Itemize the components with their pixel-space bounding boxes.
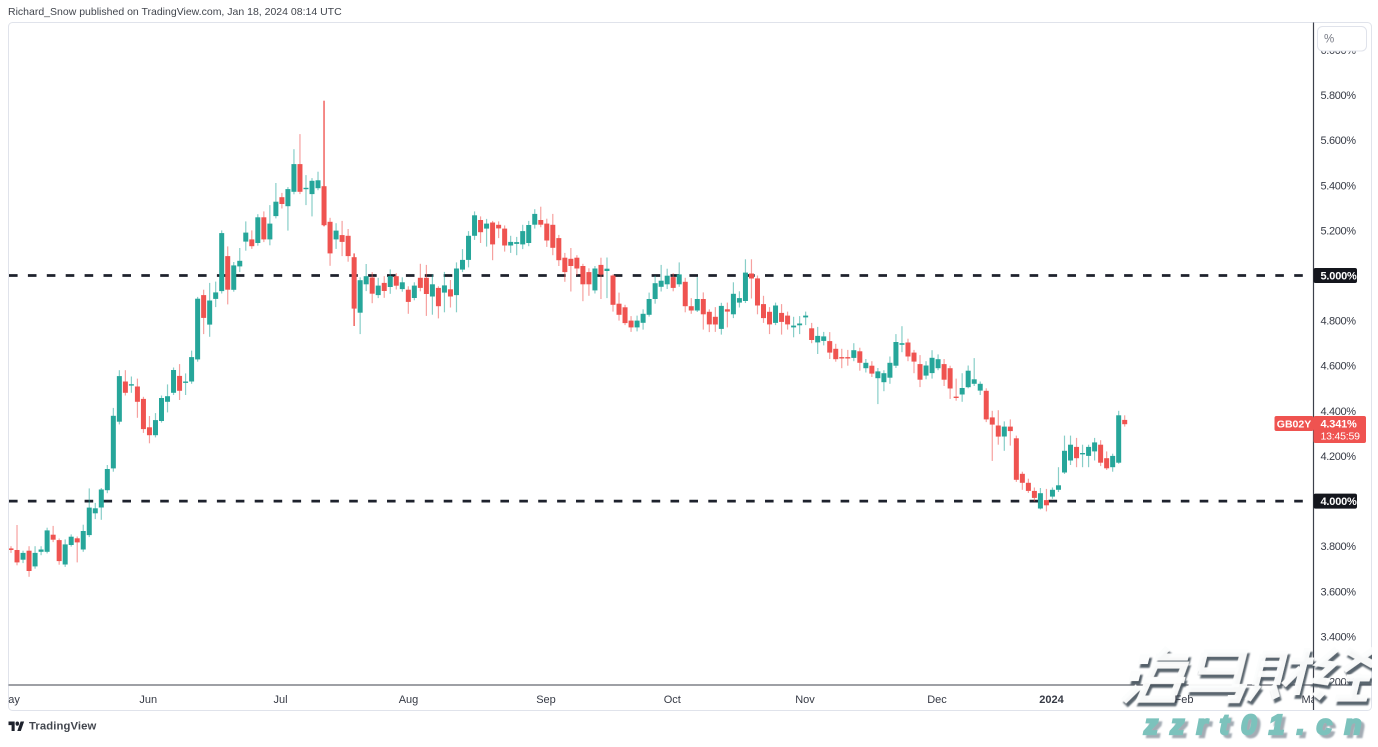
svg-text:TradingView: TradingView: [29, 721, 97, 733]
svg-text:3.800%: 3.800%: [1321, 541, 1357, 553]
svg-text:4.000%: 4.000%: [1321, 496, 1358, 508]
svg-text:Jul: Jul: [273, 694, 287, 706]
svg-text:4.200%: 4.200%: [1321, 451, 1357, 463]
svg-text:5.800%: 5.800%: [1321, 90, 1357, 102]
svg-text:13:45:59: 13:45:59: [1321, 431, 1361, 443]
svg-text:GB02Y: GB02Y: [1277, 419, 1311, 431]
svg-text:5.000%: 5.000%: [1321, 271, 1358, 283]
svg-text:Mar: Mar: [1302, 694, 1321, 706]
svg-text:3.400%: 3.400%: [1321, 631, 1357, 643]
svg-text:Richard_Snow published on Trad: Richard_Snow published on TradingView.co…: [8, 6, 342, 18]
svg-text:3.600%: 3.600%: [1321, 586, 1357, 598]
svg-text:5.200%: 5.200%: [1321, 225, 1357, 237]
svg-text:%: %: [1324, 34, 1334, 46]
svg-text:2024: 2024: [1039, 694, 1064, 706]
svg-text:4.400%: 4.400%: [1321, 406, 1357, 418]
svg-text:Feb: Feb: [1175, 694, 1194, 706]
svg-text:Aug: Aug: [399, 694, 419, 706]
svg-text:Jun: Jun: [139, 694, 157, 706]
svg-text:5.400%: 5.400%: [1321, 180, 1357, 192]
svg-text:4.600%: 4.600%: [1321, 361, 1357, 373]
svg-text:zzrt01.cn: zzrt01.cn: [1143, 709, 1374, 740]
svg-text:4.800%: 4.800%: [1321, 316, 1357, 328]
svg-text:Dec: Dec: [927, 694, 947, 706]
svg-text:5.600%: 5.600%: [1321, 135, 1357, 147]
svg-text:Oct: Oct: [664, 694, 681, 706]
svg-text:Nov: Nov: [795, 694, 815, 706]
svg-text:Sep: Sep: [536, 694, 556, 706]
svg-text:4.341%: 4.341%: [1321, 419, 1358, 431]
svg-text:May: May: [0, 694, 20, 706]
